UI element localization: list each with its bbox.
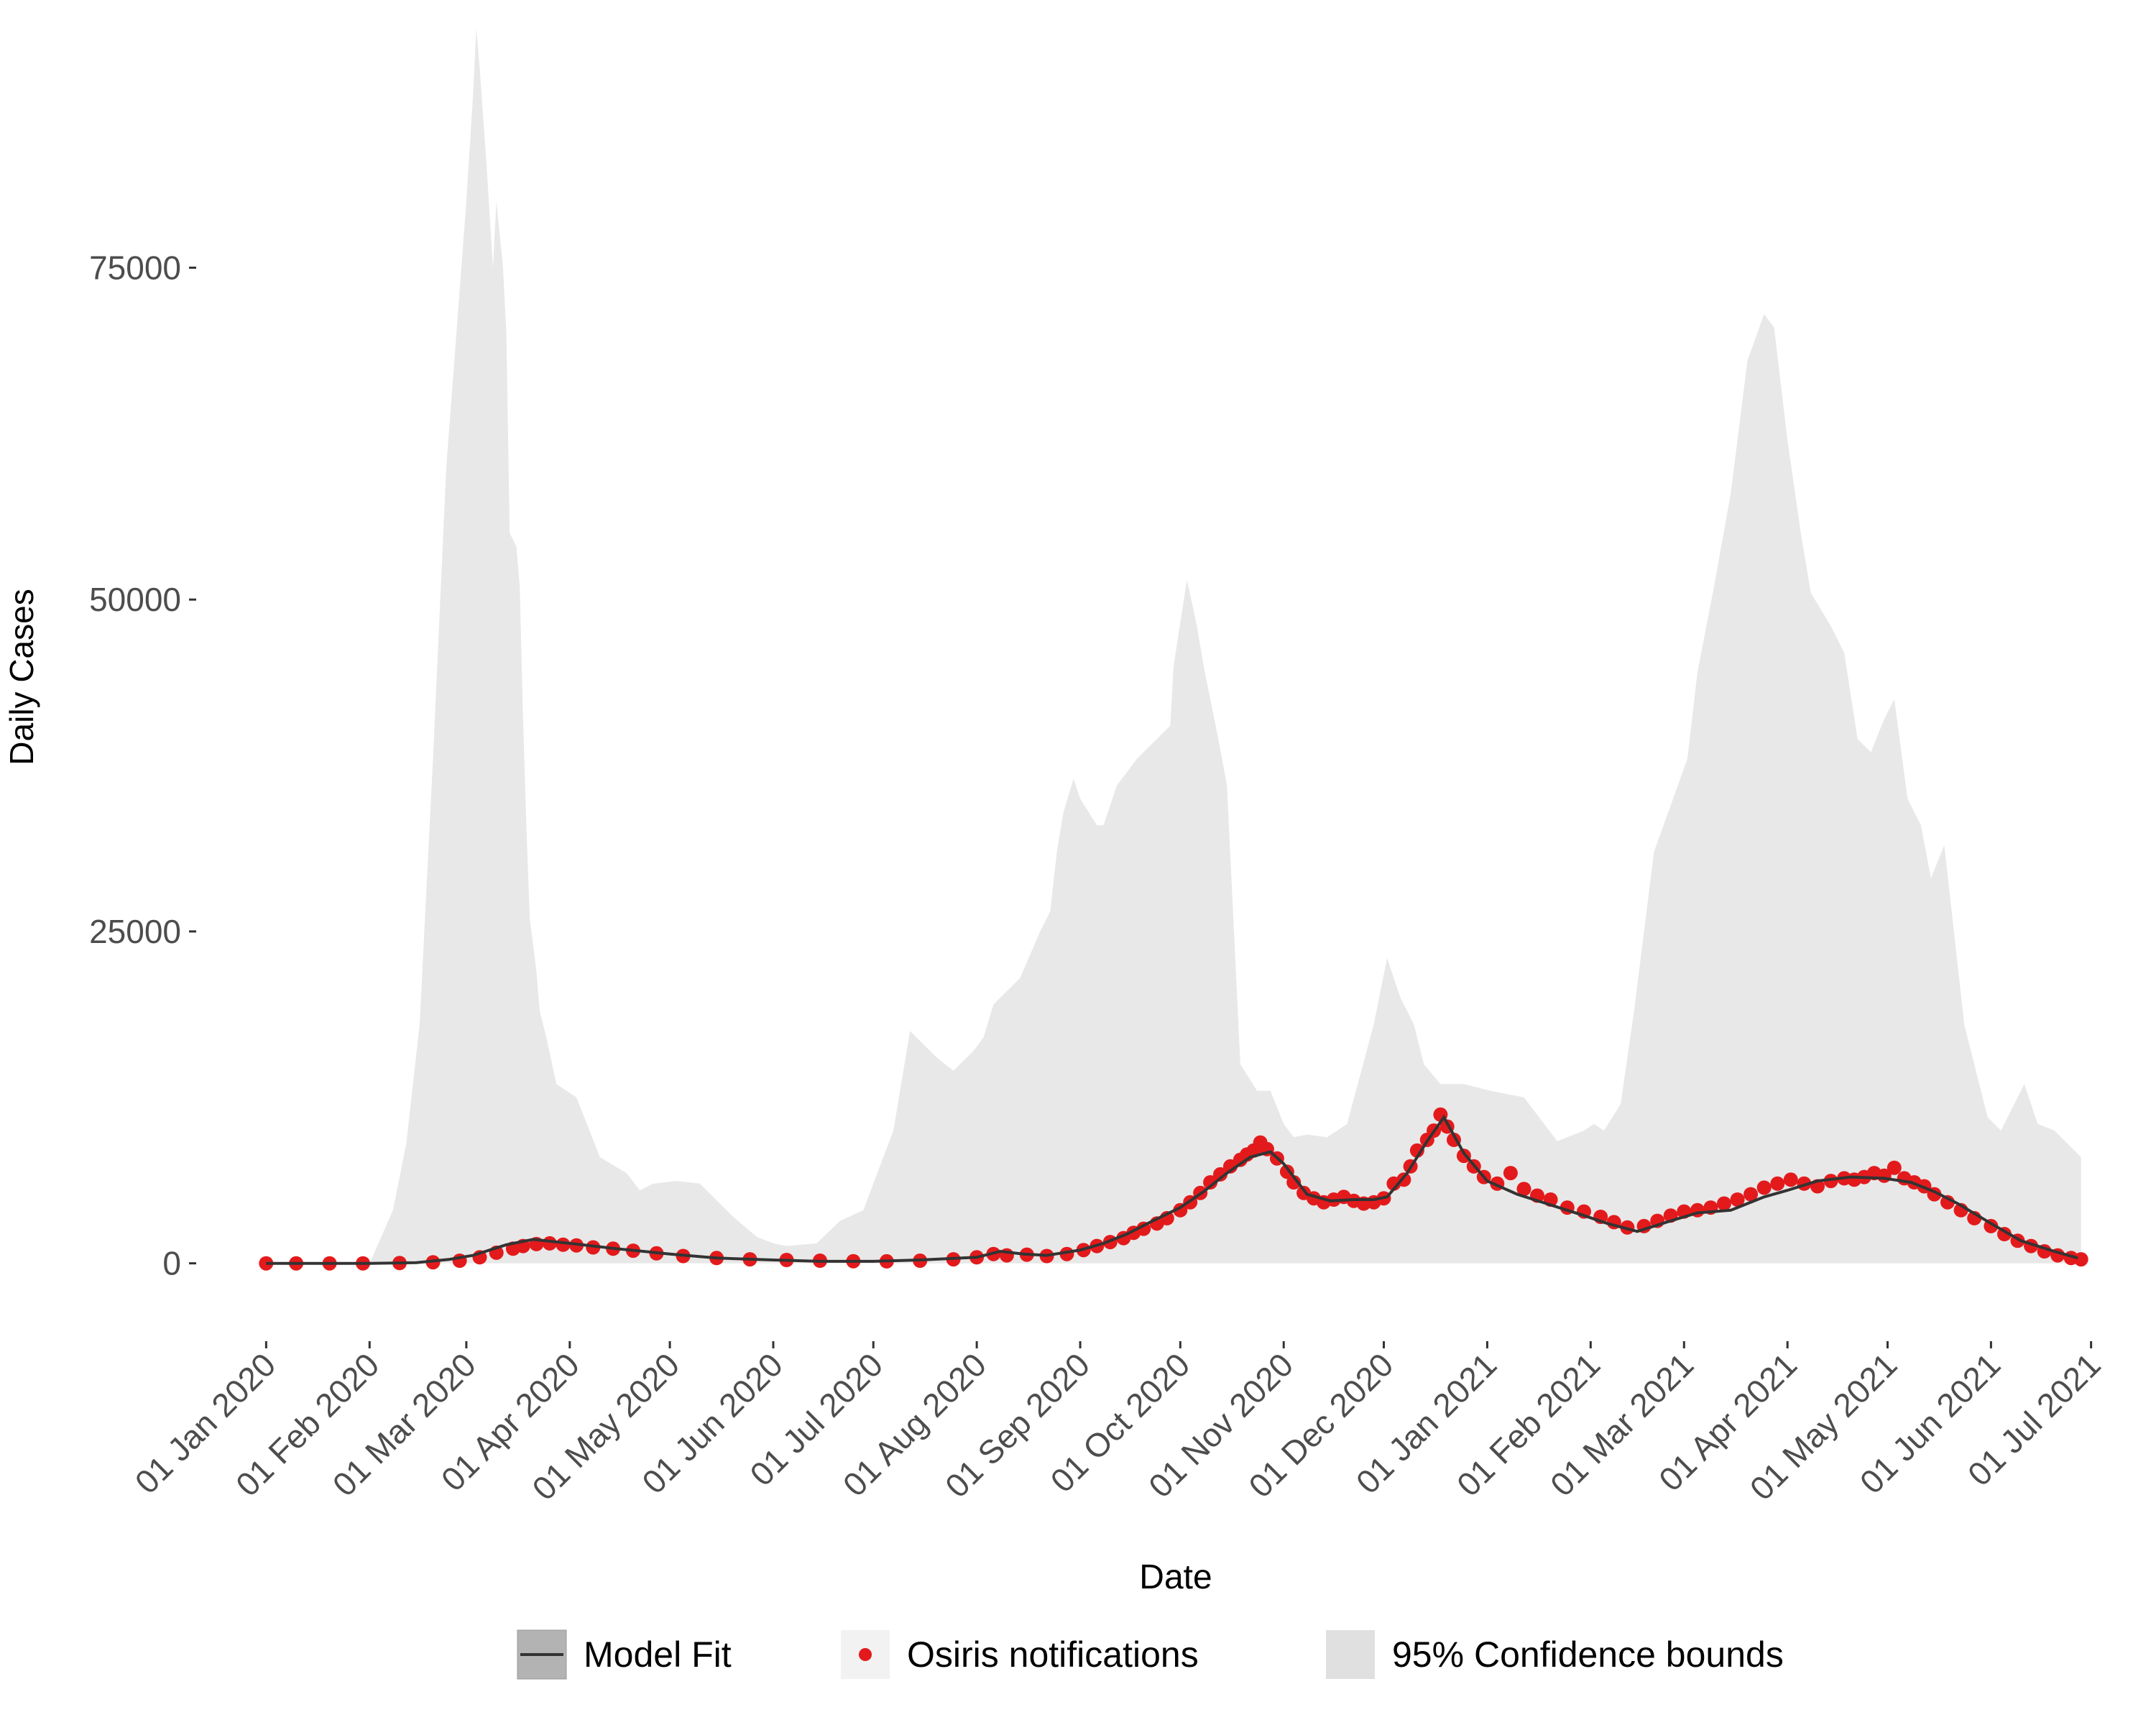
osiris-point [1503, 1166, 1518, 1180]
y-tick-label: 25000 [89, 913, 181, 950]
legend-key-confidence [1326, 1630, 1375, 1679]
x-axis-title: Date [1139, 1558, 1212, 1596]
osiris-point [1770, 1177, 1784, 1191]
y-axis-title: Daily Cases [3, 589, 40, 765]
legend-label: 95% Confidence bounds [1392, 1634, 1784, 1675]
osiris-point [543, 1236, 557, 1251]
y-tick-label: 50000 [89, 581, 181, 618]
legend: Model Fit Osiris notifications 95% Confide… [517, 1630, 1784, 1679]
legend-label: Osiris notifications [907, 1634, 1199, 1675]
osiris-point [1887, 1161, 1902, 1175]
legend-key-point [859, 1648, 872, 1661]
osiris-point [1717, 1197, 1731, 1211]
osiris-point [2074, 1252, 2088, 1266]
legend-item-confidence: 95% Confidence bounds [1326, 1630, 1784, 1679]
osiris-point [1784, 1172, 1798, 1187]
osiris-point [556, 1238, 571, 1252]
y-tick-label: 75000 [89, 249, 181, 286]
legend-item-model-fit: Model Fit [517, 1630, 732, 1679]
legend-label: Model Fit [584, 1634, 732, 1675]
y-tick-label: 0 [162, 1245, 181, 1282]
osiris-point [1757, 1180, 1772, 1195]
